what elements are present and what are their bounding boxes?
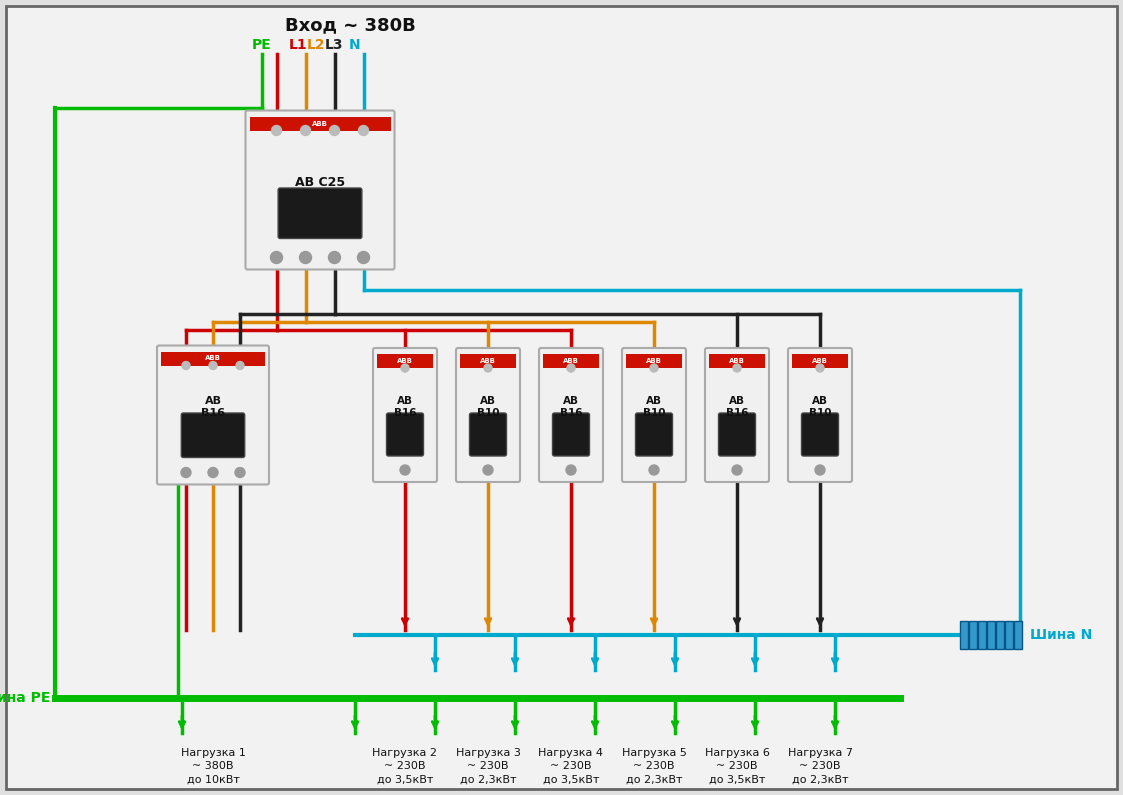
FancyBboxPatch shape [377,354,433,368]
Circle shape [732,465,742,475]
FancyBboxPatch shape [788,348,852,482]
FancyBboxPatch shape [626,354,682,368]
Text: Нагрузка 4
~ 230В
до 3,5кВт: Нагрузка 4 ~ 230В до 3,5кВт [539,748,603,785]
FancyBboxPatch shape [978,621,986,649]
FancyBboxPatch shape [987,621,995,649]
Circle shape [208,467,218,478]
Circle shape [235,467,245,478]
FancyBboxPatch shape [705,348,769,482]
FancyBboxPatch shape [544,354,599,368]
Circle shape [483,465,493,475]
Text: Нагрузка 5
~ 230В
до 2,3кВт: Нагрузка 5 ~ 230В до 2,3кВт [621,748,686,785]
Text: АВ
В16: АВ В16 [394,396,417,418]
Circle shape [272,126,282,135]
Text: ABB: ABB [398,358,413,364]
FancyBboxPatch shape [181,413,245,457]
Circle shape [181,467,191,478]
Text: ABB: ABB [812,358,828,364]
Text: Шина РЕ: Шина РЕ [0,691,51,705]
FancyBboxPatch shape [792,354,848,368]
FancyBboxPatch shape [539,348,603,482]
Text: Нагрузка 6
~ 230В
до 3,5кВт: Нагрузка 6 ~ 230В до 3,5кВт [704,748,769,785]
Circle shape [301,126,310,135]
Text: Нагрузка 3
~ 230В
до 2,3кВт: Нагрузка 3 ~ 230В до 2,3кВт [456,748,520,785]
FancyBboxPatch shape [469,413,506,456]
Circle shape [815,465,825,475]
Text: ABB: ABB [646,358,661,364]
Text: ABB: ABB [312,121,328,126]
FancyBboxPatch shape [553,413,590,456]
Text: PE: PE [253,38,272,52]
Text: Вход ~ 380В: Вход ~ 380В [284,16,416,34]
FancyBboxPatch shape [969,621,977,649]
Text: ABB: ABB [729,358,745,364]
Circle shape [329,251,340,263]
Text: L3: L3 [325,38,344,52]
Text: АВ
В10: АВ В10 [642,396,665,418]
Text: ABB: ABB [563,358,579,364]
Text: L2: L2 [307,38,326,52]
Circle shape [236,362,244,370]
FancyBboxPatch shape [6,6,1117,789]
Circle shape [733,364,741,372]
Text: ABB: ABB [206,355,221,362]
FancyBboxPatch shape [960,621,968,649]
Text: Нагрузка 2
~ 230В
до 3,5кВт: Нагрузка 2 ~ 230В до 3,5кВт [373,748,438,785]
FancyBboxPatch shape [249,117,391,130]
Circle shape [358,126,368,135]
FancyBboxPatch shape [456,348,520,482]
FancyBboxPatch shape [802,413,839,456]
FancyBboxPatch shape [709,354,765,368]
FancyBboxPatch shape [279,188,362,238]
Text: АВ
В10: АВ В10 [477,396,500,418]
FancyBboxPatch shape [1005,621,1013,649]
Circle shape [209,362,217,370]
FancyBboxPatch shape [636,413,673,456]
Circle shape [329,126,339,135]
Circle shape [271,251,283,263]
FancyBboxPatch shape [622,348,686,482]
Text: АВ
В16: АВ В16 [559,396,582,418]
Text: Нагрузка 7
~ 230В
до 2,3кВт: Нагрузка 7 ~ 230В до 2,3кВт [787,748,852,785]
FancyBboxPatch shape [996,621,1004,649]
FancyBboxPatch shape [246,111,394,270]
Circle shape [650,364,658,372]
Text: N: N [349,38,360,52]
Circle shape [400,465,410,475]
FancyBboxPatch shape [157,346,270,484]
Text: L1: L1 [289,38,308,52]
Circle shape [484,364,492,372]
Text: Шина N: Шина N [1030,628,1093,642]
Circle shape [649,465,659,475]
Circle shape [401,364,409,372]
Circle shape [182,362,190,370]
Circle shape [566,465,576,475]
Text: Нагрузка 1
~ 380В
до 10кВт: Нагрузка 1 ~ 380В до 10кВт [181,748,246,785]
FancyBboxPatch shape [386,413,423,456]
Circle shape [300,251,311,263]
Text: АВ С25: АВ С25 [295,176,345,188]
FancyBboxPatch shape [161,351,265,366]
Circle shape [816,364,824,372]
Text: ABB: ABB [480,358,496,364]
FancyBboxPatch shape [719,413,756,456]
FancyBboxPatch shape [460,354,515,368]
Circle shape [567,364,575,372]
Circle shape [357,251,369,263]
Text: АВ
В10: АВ В10 [809,396,831,418]
Text: АВ
В16: АВ В16 [725,396,748,418]
Text: АВ
В16: АВ В16 [201,396,225,418]
FancyBboxPatch shape [373,348,437,482]
FancyBboxPatch shape [1014,621,1022,649]
